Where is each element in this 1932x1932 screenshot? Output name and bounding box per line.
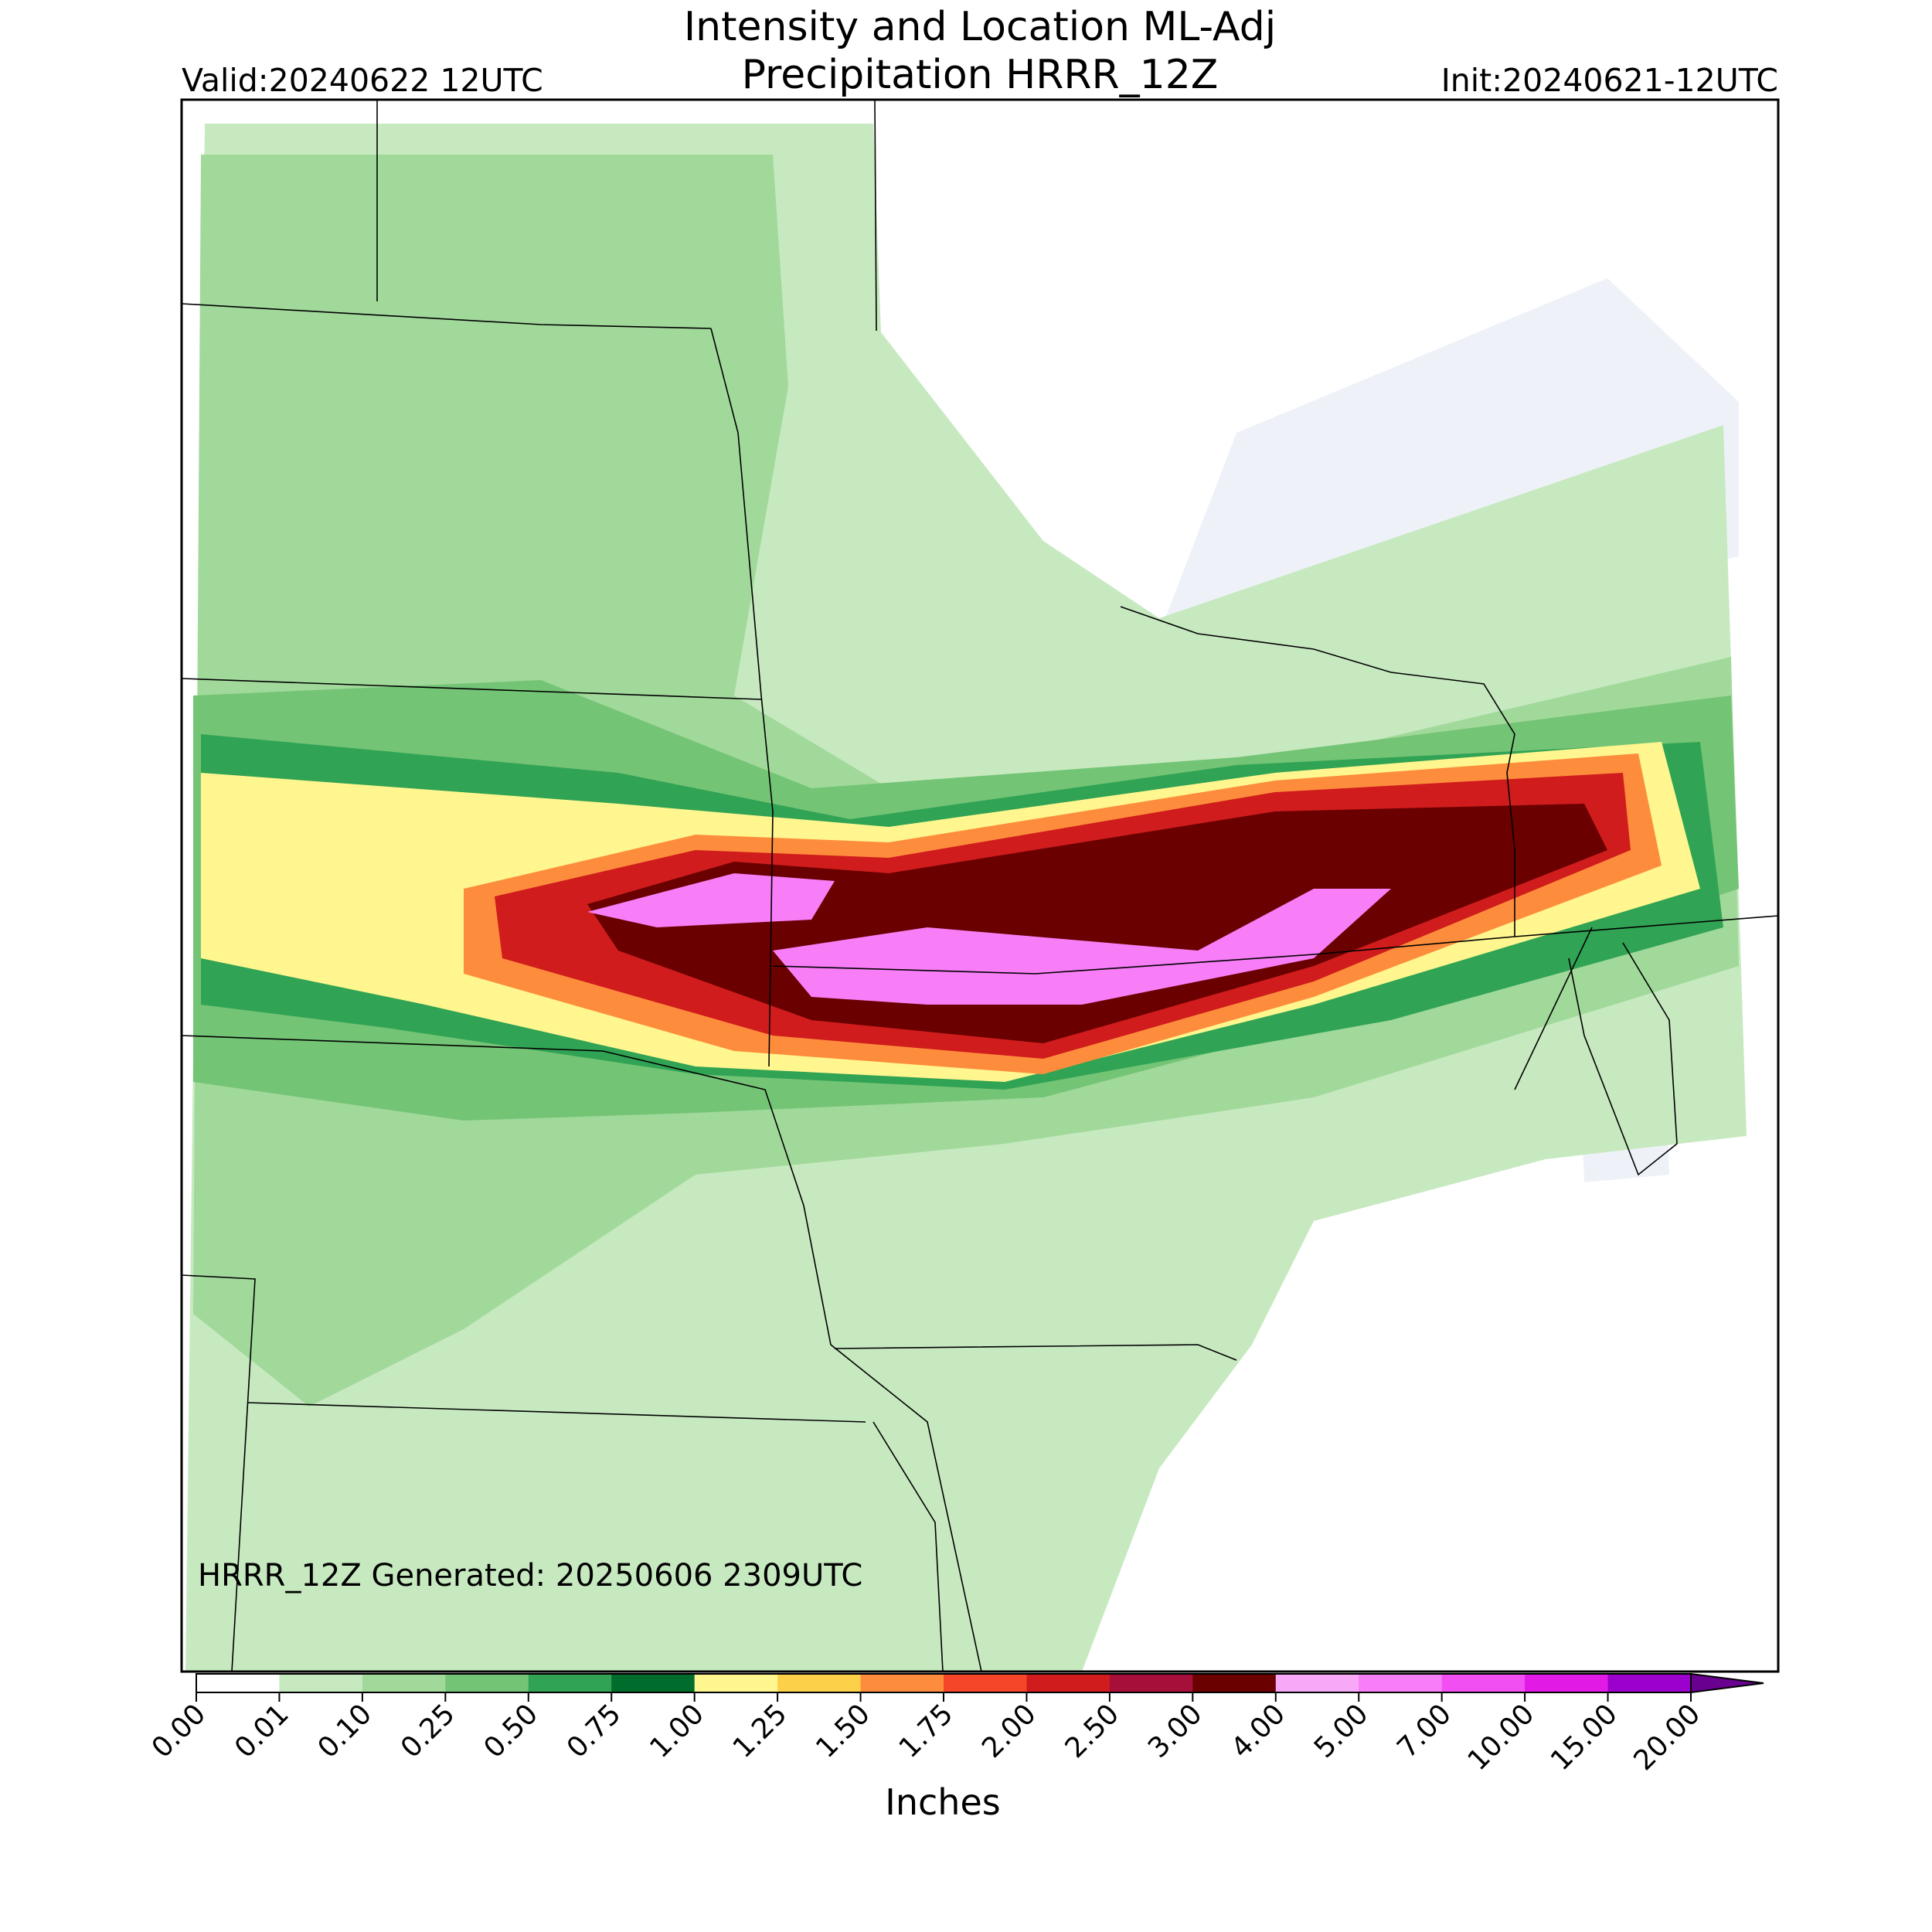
colorbar-segment [1359,1674,1443,1692]
colorbar-segment [196,1674,280,1692]
colorbar-tick-label: 0.50 [478,1698,544,1764]
colorbar-segment [1109,1674,1193,1692]
colorbar-tick-label: 10.00 [1462,1698,1541,1777]
colorbar-tick-label: 2.00 [976,1698,1043,1764]
map-frame [180,98,1780,1673]
colorbar-tick-label: 0.25 [395,1698,461,1764]
colorbar-tick-label: 0.75 [561,1698,628,1764]
colorbar-segment [362,1674,446,1692]
colorbar-segment [1607,1674,1692,1692]
colorbar-tick-label: 0.00 [146,1698,213,1764]
colorbar-segment [777,1674,862,1692]
init-time: Init:20240621-12UTC [1441,62,1778,99]
precip-field [185,124,1747,1672]
precip-500 [587,873,1391,1005]
map: HRRR_12Z Generated: 20250606 2309UTC [180,98,1780,1673]
colorbar-tick-label: 15.00 [1545,1698,1624,1777]
colorbar-tick-label: 1.00 [644,1698,710,1764]
colorbar-tick-label: 3.00 [1142,1698,1209,1764]
colorbar-tick-label: 1.75 [893,1698,960,1764]
colorbar-extend [1690,1672,1764,1694]
title-line1: Intensity and Location ML-Adj [684,4,1276,50]
colorbar-segment [1275,1674,1359,1692]
colorbar-segment [1441,1674,1526,1692]
colorbar-segment [611,1674,696,1692]
footnote: HRRR_12Z Generated: 20250606 2309UTC [198,1558,862,1594]
colorbar: Inches 0.00 0.01 0.10 0.25 0.50 0.75 1.00 1.25 1… [146,1672,1764,1823]
colorbar-segment [860,1674,944,1692]
colorbar-label: Inches [885,1781,1000,1823]
colorbar-segment [694,1674,778,1692]
colorbar-tick-label: 4.00 [1225,1698,1291,1764]
colorbar-tick-label: 1.50 [810,1698,876,1764]
colorbar-segment [1192,1674,1277,1692]
colorbar-tick-label: 2.50 [1060,1698,1126,1764]
colorbar-segment [445,1674,529,1692]
colorbar-segment [279,1674,363,1692]
colorbar-segment [1026,1674,1111,1692]
colorbar-tick-label: 5.00 [1308,1698,1375,1764]
colorbar-segment [944,1674,1027,1692]
colorbar-segment [528,1674,612,1692]
borders [182,100,1778,1672]
colorbar-tick-label: 0.10 [312,1698,379,1764]
colorbar-tick-label: 7.00 [1391,1698,1458,1764]
colorbar-tick-label: 0.01 [229,1698,295,1764]
colorbar-tick-label: 1.25 [727,1698,794,1764]
colorbar-tick-label: 20.00 [1628,1698,1706,1777]
colorbar-segment [1525,1674,1609,1692]
valid-time: Valid:20240622 12UTC [182,62,543,99]
title-line2: Precipitation HRRR_12Z [742,52,1219,98]
